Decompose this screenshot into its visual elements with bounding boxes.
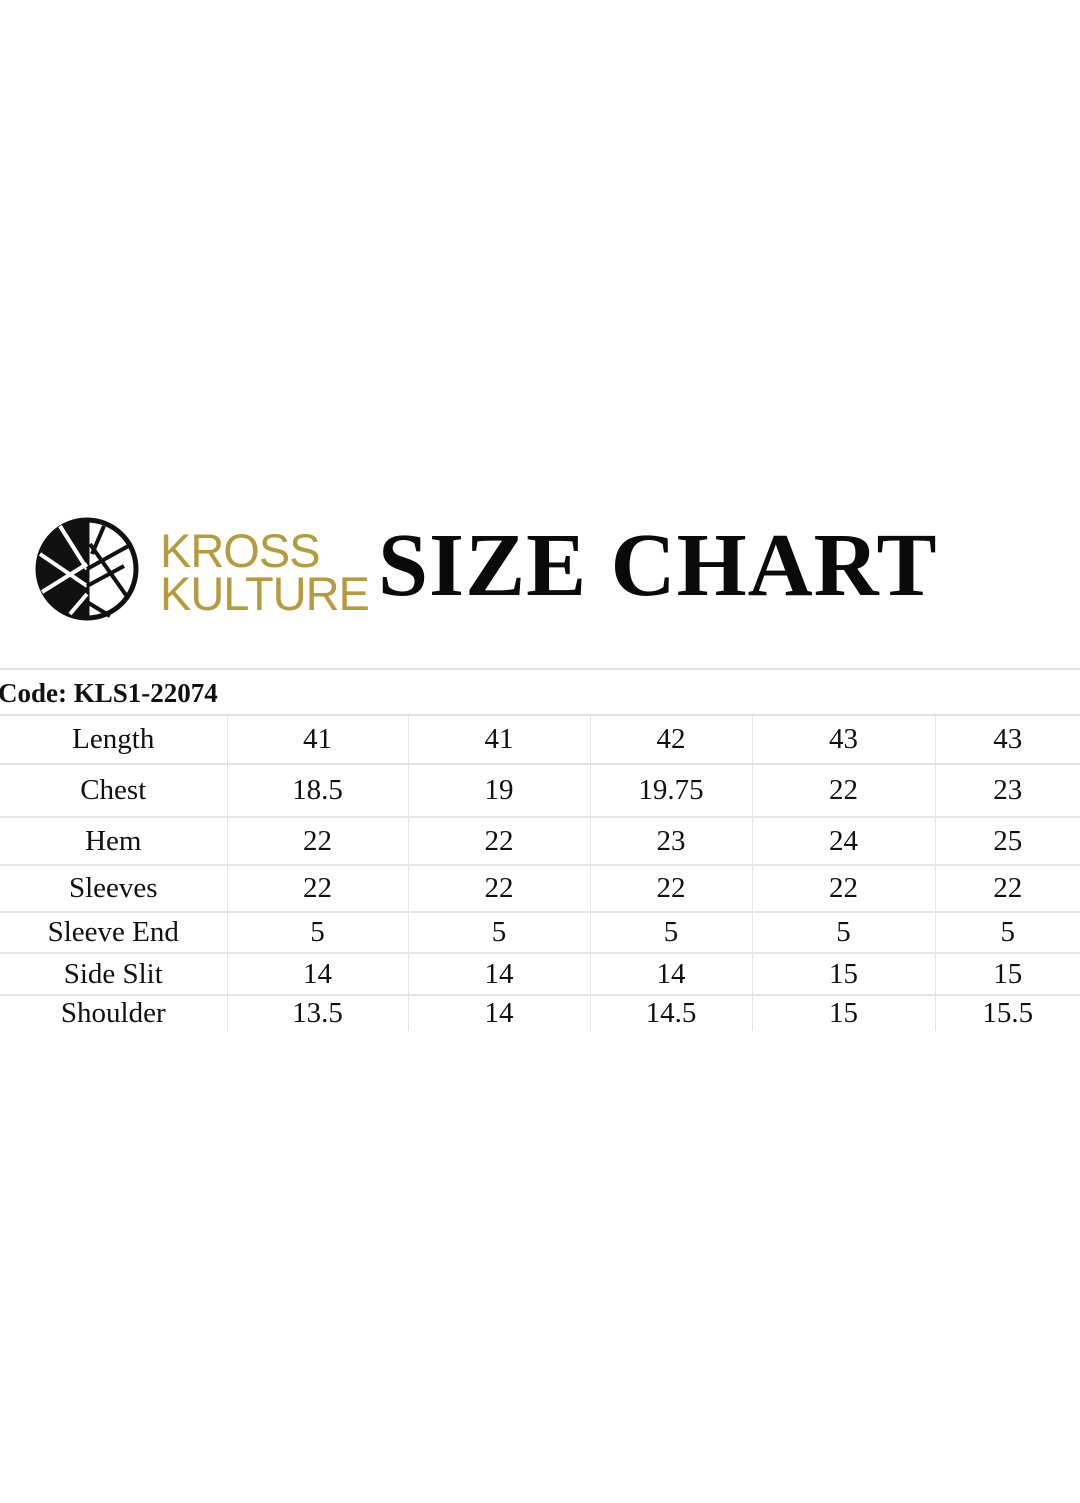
table-cell: 5 — [934, 912, 1080, 954]
table-cell: 14 — [589, 953, 752, 996]
table-cell: 5 — [589, 912, 752, 954]
row-label: Shoulder — [60, 997, 166, 1029]
table-cell: 22 — [226, 817, 408, 866]
table-cell: 14 — [226, 953, 408, 996]
product-code: Code: KLS1-22074 — [0, 678, 218, 708]
brand-name-line1: KROSS — [160, 524, 321, 577]
table-cell: 43 — [934, 716, 1080, 765]
table-cell: 23 — [934, 764, 1080, 818]
table-row: Sleeves 22 22 22 22 22 — [0, 865, 1080, 913]
table-row: Hem 22 22 23 24 25 — [0, 817, 1080, 866]
table-row: Chest 18.5 19 19.75 22 23 — [0, 764, 1080, 818]
table-cell: 24 — [751, 817, 935, 866]
row-label: Hem — [0, 817, 227, 866]
table-cell: 41 — [226, 716, 408, 765]
row-label: Sleeves — [0, 865, 227, 913]
table-cell: 22 — [751, 865, 935, 913]
table-cell: 15 — [751, 995, 935, 1031]
table-cell: 43 — [751, 716, 935, 765]
divider — [0, 714, 1080, 716]
table-cell: 19 — [407, 764, 590, 818]
table-cell: 22 — [589, 865, 752, 913]
table-row: Shoulder 13.5 14 14.5 15 15.5 — [0, 995, 1080, 1031]
table-cell: 42 — [589, 716, 752, 765]
row-label: Side Slit — [0, 953, 227, 996]
table-cell: 22 — [751, 764, 935, 818]
table-cell: 14 — [407, 953, 590, 996]
table-cell: 5 — [751, 912, 935, 954]
row-label: Sleeve End — [0, 912, 227, 954]
table-cell: 15 — [751, 953, 935, 996]
table-row: Length 41 41 42 43 43 — [0, 716, 1080, 765]
table-cell: 13.5 — [226, 995, 408, 1031]
size-table: Length 41 41 42 43 43 Chest 18.5 19 19.75 22 23 Hem 2… — [0, 716, 1080, 1031]
table-cell: 5 — [407, 912, 590, 954]
table-cell: 41 — [407, 716, 590, 765]
table-cell: 5 — [226, 912, 408, 954]
table-cell: 22 — [407, 865, 590, 913]
table-cell: 18.5 — [226, 764, 408, 818]
table-cell: 19.75 — [589, 764, 752, 818]
page-title: SIZE CHART — [378, 516, 938, 615]
brand-name-line2: KULTURE — [160, 567, 370, 620]
kross-kulture-logo-icon — [35, 517, 139, 621]
table-row: Side Slit 14 14 14 15 15 — [0, 953, 1080, 996]
table-cell: 25 — [934, 817, 1080, 866]
table-cell: 15 — [934, 953, 1080, 996]
table-cell: 22 — [934, 865, 1080, 913]
table-cell: 23 — [589, 817, 752, 866]
table-cell: 22 — [226, 865, 408, 913]
table-row: Sleeve End 5 5 5 5 5 — [0, 912, 1080, 954]
table-cell: 15.5 — [934, 995, 1080, 1031]
row-label: Length — [0, 716, 227, 765]
table-cell: 22 — [407, 817, 590, 866]
table-cell: 14.5 — [589, 995, 752, 1031]
divider — [0, 668, 1080, 670]
row-label: Chest — [0, 764, 227, 818]
table-cell: 14 — [407, 995, 590, 1031]
